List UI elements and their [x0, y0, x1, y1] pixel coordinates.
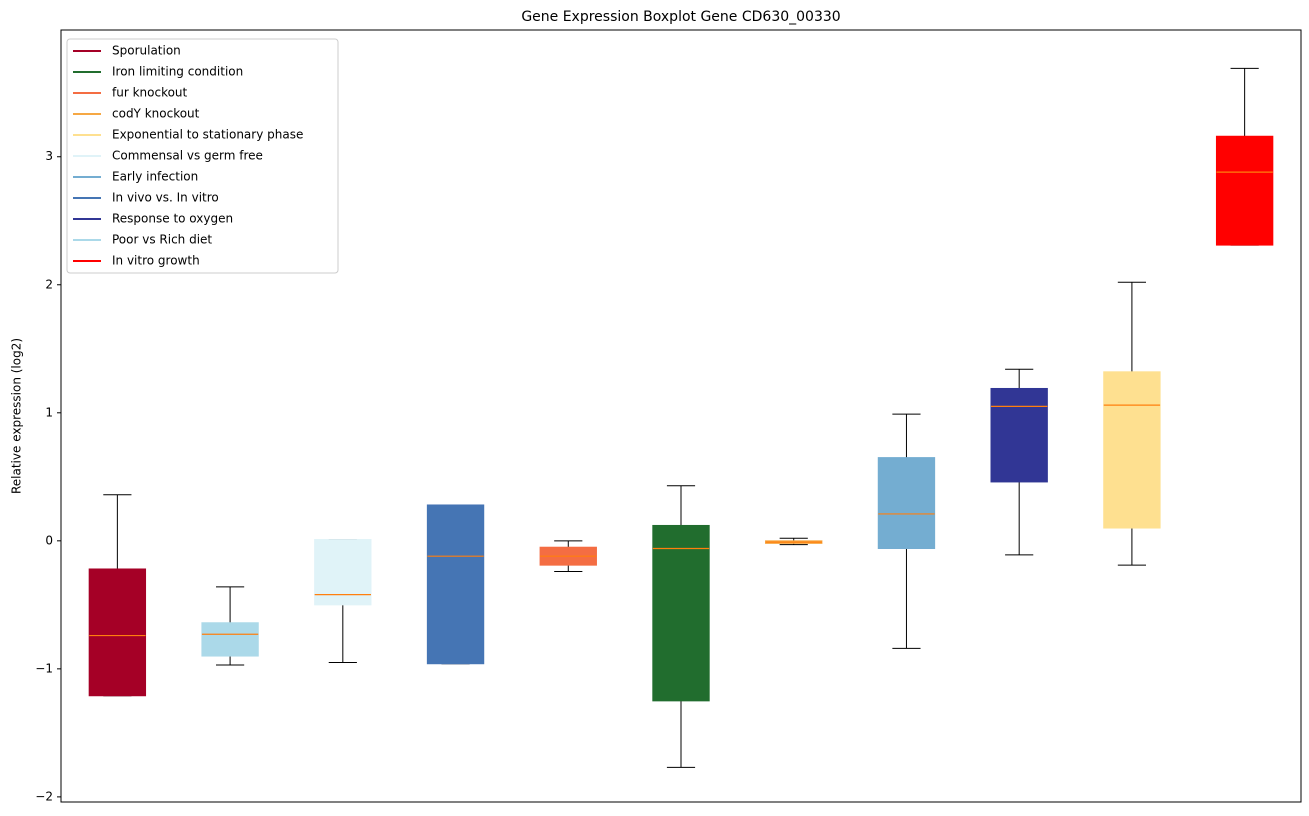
legend-label: Response to oxygen — [112, 212, 233, 226]
legend-label: Early infection — [112, 170, 198, 184]
legend-label: Iron limiting condition — [112, 65, 243, 79]
box — [990, 387, 1048, 483]
y-tick-label: 2 — [45, 277, 53, 291]
y-tick-label: 0 — [45, 533, 53, 547]
box — [88, 568, 147, 697]
chart-title: Gene Expression Boxplot Gene CD630_00330 — [521, 9, 840, 25]
legend-label: Sporulation — [112, 44, 181, 58]
box — [1103, 371, 1161, 529]
box — [877, 457, 936, 550]
plot-frame — [60, 29, 1302, 803]
box — [314, 539, 372, 606]
legend-box — [66, 38, 339, 274]
box — [1215, 135, 1274, 246]
y-tick-label: −2 — [35, 789, 53, 803]
y-tick-label: −1 — [35, 661, 53, 675]
legend-label: fur knockout — [112, 86, 188, 100]
box — [426, 504, 485, 665]
legend-label: Poor vs Rich diet — [112, 233, 212, 247]
box — [652, 524, 710, 702]
legend-label: codY knockout — [112, 107, 200, 121]
y-axis-label: Relative expression (log2) — [10, 338, 24, 494]
legend-label: In vivo vs. In vitro — [112, 191, 219, 205]
box — [201, 622, 259, 657]
legend-label: Commensal vs germ free — [112, 149, 263, 163]
legend-label: In vitro growth — [112, 254, 200, 268]
y-tick-label: 1 — [45, 405, 53, 419]
legend-label: Exponential to stationary phase — [112, 128, 303, 142]
y-tick-label: 3 — [45, 149, 53, 163]
